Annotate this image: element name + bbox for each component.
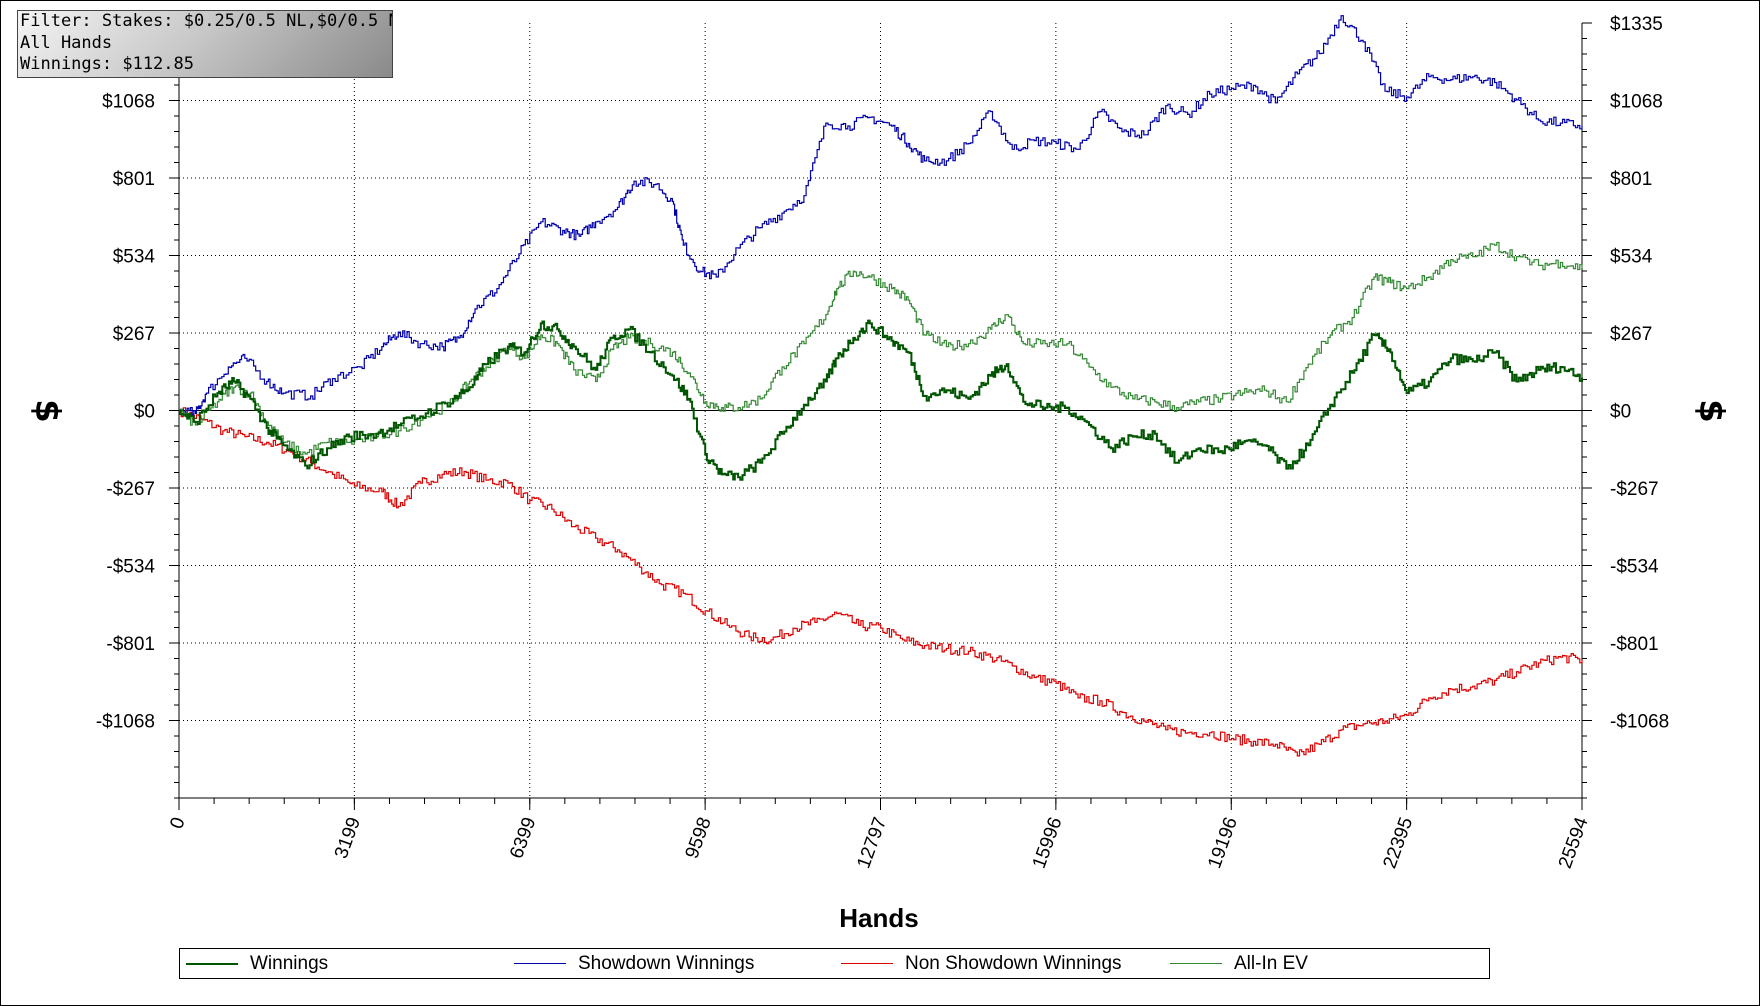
y-tick-label-left: $534	[113, 247, 156, 268]
filter-hands-text: All Hands	[20, 32, 113, 53]
y-tick-label-right: -$267	[1610, 479, 1659, 500]
x-tick-label: 0	[166, 815, 189, 832]
series-line-winnings	[179, 319, 1583, 481]
x-tick-label: 25594	[1555, 814, 1593, 871]
x-tick-label: 12797	[853, 815, 891, 872]
x-tick-label: 6399	[506, 815, 540, 862]
y-tick-label-right: $1068	[1610, 92, 1663, 113]
series-line-all-in-ev	[179, 241, 1583, 456]
legend-swatch-winnings	[186, 962, 238, 965]
y-tick-label-right: $534	[1610, 247, 1653, 268]
x-tick-label: 19196	[1204, 815, 1242, 872]
y-tick-label-left: -$1068	[96, 712, 155, 733]
y-tick-label-left: $267	[113, 324, 155, 345]
x-tick-label: 15996	[1029, 815, 1067, 872]
legend-item-winnings: Winnings	[186, 949, 328, 978]
y-tick-label-right: -$534	[1610, 557, 1659, 578]
x-axis-title: Hands	[839, 903, 918, 933]
y-tick-label-left: -$267	[106, 479, 155, 500]
legend-item-showdown: Showdown Winnings	[514, 949, 754, 978]
y-tick-label-right: $267	[1610, 324, 1652, 345]
filter-stakes-text: Filter: Stakes: $0.25/0.5 NL,$0/0.5 NL	[20, 11, 393, 31]
y-tick-label-left: -$801	[106, 634, 155, 655]
y-tick-label-right: $0	[1610, 402, 1631, 423]
legend-swatch-allin-ev	[1170, 963, 1222, 964]
y-tick-label-left: -$534	[106, 557, 155, 578]
y-tick-label-left: $0	[134, 402, 155, 423]
y-axis-title-left: $	[27, 399, 67, 423]
y-tick-label-left: $801	[113, 169, 155, 190]
legend-label-showdown: Showdown Winnings	[578, 952, 755, 974]
x-tick-label: 3199	[331, 815, 365, 862]
series-line-non-showdown-winnings	[179, 407, 1583, 757]
legend-swatch-showdown	[514, 963, 566, 964]
legend-item-allin-ev: All-In EV	[1170, 949, 1308, 978]
chart-legend: Winnings Showdown Winnings Non Showdown …	[179, 948, 1490, 979]
y-tick-label-right: $801	[1610, 169, 1652, 190]
series-layer	[179, 15, 1583, 757]
legend-swatch-non-showdown	[841, 963, 893, 964]
filter-winnings-text: Winnings: $112.85	[20, 54, 194, 74]
series-line-showdown-winnings	[179, 15, 1583, 418]
y-tick-label-right: -$801	[1610, 634, 1659, 655]
x-tick-label: 9598	[682, 815, 716, 862]
legend-item-non-showdown: Non Showdown Winnings	[841, 949, 1122, 978]
legend-label-non-showdown: Non Showdown Winnings	[905, 952, 1122, 974]
y-tick-label-left: $1068	[102, 92, 155, 113]
legend-label-allin-ev: All-In EV	[1234, 952, 1308, 974]
y-tick-label-right: -$1068	[1610, 712, 1669, 733]
y-axis-title-right: $	[1691, 399, 1731, 423]
y-tick-label-right: $1335	[1610, 14, 1663, 35]
legend-label-winnings: Winnings	[250, 952, 329, 974]
x-tick-label: 22395	[1380, 815, 1418, 872]
filter-info-box: Filter: Stakes: $0.25/0.5 NL,$0/0.5 NL A…	[17, 10, 393, 78]
